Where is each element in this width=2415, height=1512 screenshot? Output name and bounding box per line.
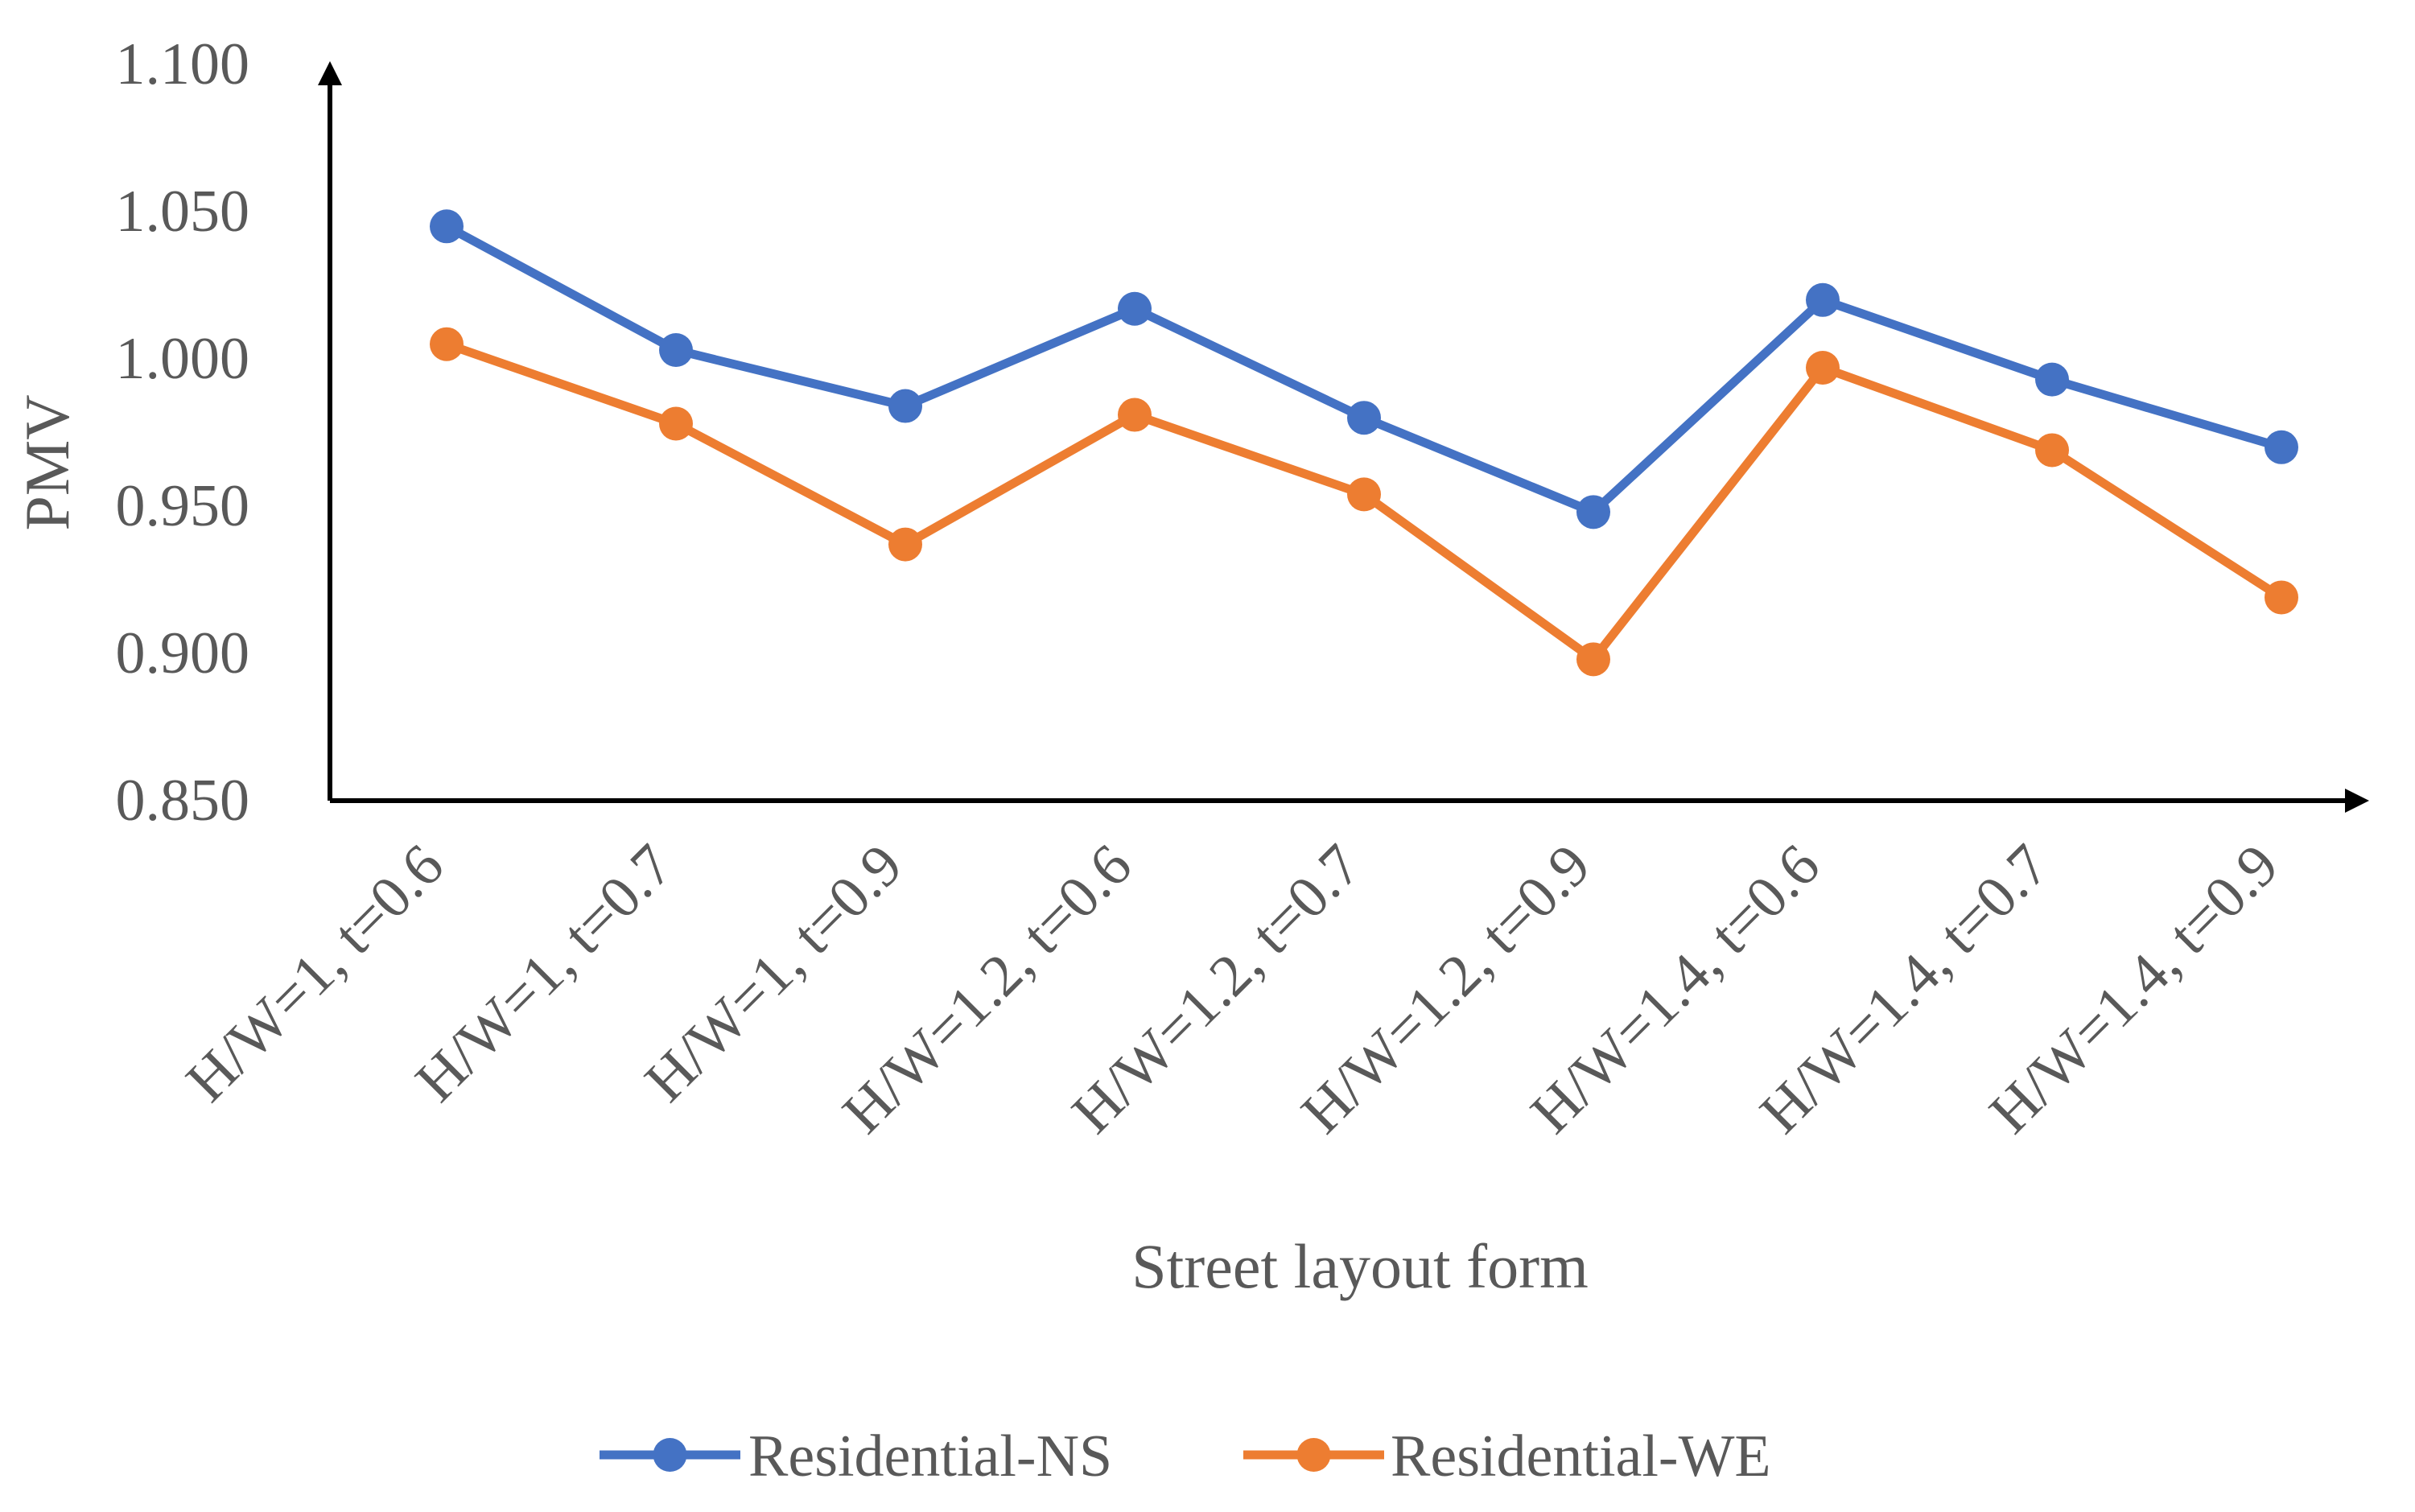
data-point [1347,401,1381,435]
data-point [1576,495,1610,529]
data-point [430,209,464,244]
data-point [2035,362,2069,397]
data-point [1576,642,1610,677]
y-axis-tick-labels: 0.850 0.900 0.950 1.000 1.050 1.100 [116,31,250,834]
x-axis-tick-labels: H/W=1, t=0.6H/W=1, t=0.7H/W=1, t=0.9H/W=… [174,832,2291,1146]
legend: Residential-NS Residential-WE [600,1423,1771,1489]
y-tick-label: 1.000 [116,326,250,392]
y-tick-label: 0.950 [116,473,250,539]
data-point [659,406,693,441]
y-tick-label: 1.050 [116,179,250,245]
legend-marker [1296,1438,1331,1472]
y-tick-label: 0.900 [116,620,250,686]
data-point [2265,430,2298,464]
legend-label: Residential-NS [748,1423,1112,1489]
data-point [430,327,464,361]
data-point [1118,291,1152,326]
data-point [2265,580,2298,615]
data-point [888,389,922,423]
legend-label: Residential-WE [1391,1423,1771,1489]
y-tick-label: 1.100 [116,31,250,97]
data-point [1806,350,1840,385]
series-points [430,209,2298,677]
series-lines [442,221,2286,664]
data-point [2035,433,2069,468]
data-point [659,333,693,368]
data-point [1118,398,1152,432]
data-point [888,527,922,562]
data-point [1347,477,1381,512]
series-line [442,221,2286,517]
x-axis-title: Street layout form [1131,1231,1589,1301]
y-axis-title: PMV [12,394,82,530]
y-tick-label: 0.850 [116,768,250,834]
legend-marker [653,1438,687,1472]
data-point [1806,282,1840,317]
